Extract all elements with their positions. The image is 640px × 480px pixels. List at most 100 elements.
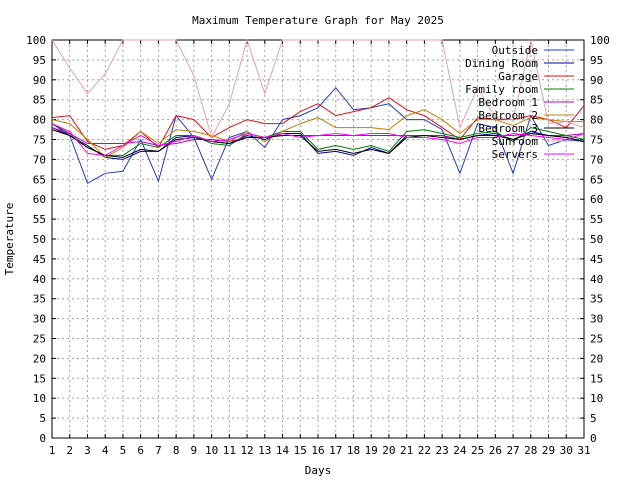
series-line-servers xyxy=(51,123,585,156)
grid-lines xyxy=(52,40,584,438)
y-tick-label: 90 xyxy=(33,74,46,87)
y-tick-label-right: 70 xyxy=(590,153,603,166)
y-tick-label-right: 20 xyxy=(590,352,603,365)
series-lines xyxy=(51,38,585,185)
x-tick-label: 30 xyxy=(560,444,573,457)
y-tick-label-right: 10 xyxy=(590,392,603,405)
x-tick-label: 14 xyxy=(276,444,290,457)
x-tick-label: 25 xyxy=(471,444,484,457)
series-line-dining-room xyxy=(51,127,585,160)
legend-label: Dining Room xyxy=(465,57,538,70)
legend-label: Bedroom 3 xyxy=(478,122,538,135)
y-tick-label: 45 xyxy=(33,253,46,266)
y-tick-label: 5 xyxy=(39,412,46,425)
y-tick-label: 100 xyxy=(26,34,46,47)
y-tick-label-right: 95 xyxy=(590,54,603,67)
series-line-outside xyxy=(51,87,585,185)
x-axis-label: Days xyxy=(305,464,332,477)
y-tick-label-right: 30 xyxy=(590,313,603,326)
y-tick-label-right: 75 xyxy=(590,134,603,147)
x-tick-label: 22 xyxy=(418,444,431,457)
y-tick-label-right: 35 xyxy=(590,293,603,306)
x-tick-label: 23 xyxy=(436,444,449,457)
legend-label: Servers xyxy=(492,148,538,161)
y-tick-label: 85 xyxy=(33,94,46,107)
x-tick-label: 10 xyxy=(205,444,218,457)
y-tick-label: 70 xyxy=(33,153,46,166)
y-tick-label: 25 xyxy=(33,333,46,346)
y-tick-label: 0 xyxy=(39,432,46,445)
legend-label: Family room xyxy=(465,83,538,96)
x-tick-label: 15 xyxy=(294,444,307,457)
y-tick-label-right: 90 xyxy=(590,74,603,87)
x-tick-label: 27 xyxy=(506,444,519,457)
x-tick-label: 16 xyxy=(311,444,324,457)
series-line-sunroom xyxy=(51,38,585,139)
x-tick-label: 6 xyxy=(137,444,144,457)
y-tick-label-right: 65 xyxy=(590,173,603,186)
y-tick-label: 40 xyxy=(33,273,46,286)
series-line-bedroom-3 xyxy=(51,129,585,158)
y-axis-left: 0 5 10 15 20 25 30 35 40 45 50 55 60 65 70 75 80 85 90 95 10… xyxy=(26,34,56,445)
y-tick-label: 60 xyxy=(33,193,46,206)
x-tick-label: 28 xyxy=(524,444,537,457)
y-tick-label: 30 xyxy=(33,313,46,326)
x-tick-label: 26 xyxy=(489,444,502,457)
y-tick-label-right: 25 xyxy=(590,333,603,346)
x-tick-label: 12 xyxy=(240,444,253,457)
x-tick-label: 4 xyxy=(102,444,109,457)
x-tick-label: 5 xyxy=(120,444,127,457)
legend-label: Bedroom 2 xyxy=(478,109,538,122)
y-axis-right: 0 5 10 15 20 25 30 35 40 45 50 55 60 65 70 75 80 85 90 95 10… xyxy=(580,34,610,445)
y-tick-label: 75 xyxy=(33,134,46,147)
x-tick-label: 9 xyxy=(191,444,198,457)
legend-label: Bedroom 1 xyxy=(478,96,538,109)
x-tick-label: 11 xyxy=(223,444,236,457)
y-tick-label: 35 xyxy=(33,293,46,306)
y-tick-label-right: 45 xyxy=(590,253,603,266)
x-tick-label: 17 xyxy=(329,444,342,457)
series-line-family-room xyxy=(51,123,585,156)
y-tick-label: 50 xyxy=(33,233,46,246)
legend-label: Garage xyxy=(498,70,538,83)
chart-title: Maximum Temperature Graph for May 2025 xyxy=(192,14,444,27)
y-tick-label: 55 xyxy=(33,213,46,226)
y-tick-label: 20 xyxy=(33,352,46,365)
x-tick-label: 3 xyxy=(84,444,91,457)
y-tick-label-right: 55 xyxy=(590,213,603,226)
legend-label: Outside xyxy=(492,44,538,57)
y-tick-label-right: 80 xyxy=(590,114,603,127)
y-tick-label-right: 5 xyxy=(590,412,597,425)
y-tick-label-right: 50 xyxy=(590,233,603,246)
y-tick-label-right: 85 xyxy=(590,94,603,107)
x-tick-label: 29 xyxy=(542,444,555,457)
legend-label: Sunroom xyxy=(492,135,539,148)
y-tick-label-right: 0 xyxy=(590,432,597,445)
x-tick-label: 2 xyxy=(66,444,73,457)
y-tick-label-right: 60 xyxy=(590,193,603,206)
x-tick-label: 18 xyxy=(347,444,360,457)
y-tick-label-right: 40 xyxy=(590,273,603,286)
x-tick-label: 13 xyxy=(258,444,271,457)
y-tick-label: 80 xyxy=(33,114,46,127)
y-axis-label: Temperature xyxy=(3,203,16,276)
series-line-bedroom-2 xyxy=(51,109,584,159)
y-tick-label: 95 xyxy=(33,54,46,67)
y-tick-label-right: 100 xyxy=(590,34,610,47)
x-tick-label: 7 xyxy=(155,444,162,457)
x-tick-label: 31 xyxy=(577,444,590,457)
x-tick-label: 24 xyxy=(453,444,467,457)
x-axis: 1 2 3 4 5 6 7 8 9 10 11 12 13 14 15 16 17 18 19 20 21 22 23 24 2… xyxy=(49,40,591,457)
y-tick-label: 10 xyxy=(33,392,46,405)
y-tick-label: 15 xyxy=(33,372,46,385)
y-tick-label: 65 xyxy=(33,173,46,186)
x-tick-label: 20 xyxy=(382,444,395,457)
y-tick-label-right: 15 xyxy=(590,372,603,385)
x-tick-label: 19 xyxy=(365,444,378,457)
x-tick-label: 8 xyxy=(173,444,180,457)
x-tick-label: 21 xyxy=(400,444,413,457)
x-tick-label: 1 xyxy=(49,444,56,457)
